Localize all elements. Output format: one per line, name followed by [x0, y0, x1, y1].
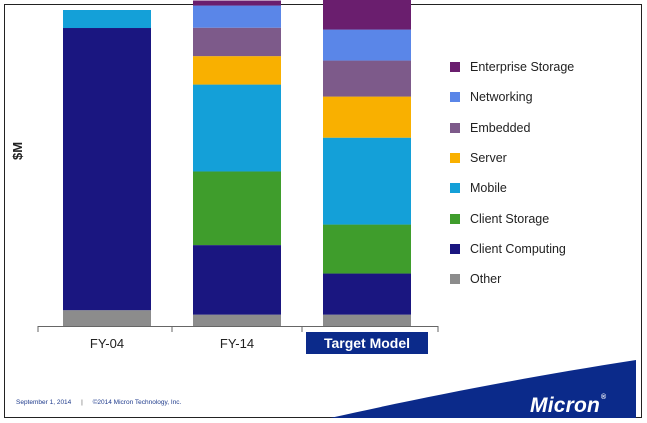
footer: September 1, 2014 | ©2014 Micron Technol… [16, 399, 181, 406]
legend-label: Embedded [470, 120, 531, 135]
x-tick-label: FY-04 [90, 336, 124, 351]
footer-copyright: ©2014 Micron Technology, Inc. [92, 399, 182, 406]
legend-swatch [450, 122, 460, 133]
bar-segment-other [323, 314, 411, 326]
legend-swatch [450, 62, 460, 73]
legend-label: Mobile [470, 181, 507, 196]
bar-segment-other [63, 310, 151, 326]
legend-item: Mobile [450, 173, 574, 203]
legend-item: Enterprise Storage [450, 52, 574, 82]
legend-label: Client Computing [470, 241, 566, 256]
micron-logo: Micron® [530, 394, 607, 417]
legend-label: Enterprise Storage [470, 60, 575, 75]
bar-segment-other [193, 314, 281, 326]
legend-label: Other [470, 272, 502, 287]
legend: Enterprise Storage Networking Embedded Serv… [450, 52, 574, 294]
legend-item: Server [450, 143, 574, 173]
legend-swatch [450, 92, 460, 103]
legend-swatch [450, 213, 460, 224]
bar-segment-server [193, 56, 281, 85]
bar-segment-client-computing [193, 245, 281, 315]
bar-segment-networking [193, 5, 281, 28]
legend-swatch [450, 274, 460, 285]
logo-text: Micron [530, 394, 601, 417]
bar-segment-client-computing [323, 273, 411, 315]
bar-segment-enterprise-storage [193, 0, 281, 6]
legend-item: Client Computing [450, 234, 574, 264]
legend-swatch [450, 183, 460, 194]
bar-segment-mobile [323, 137, 411, 225]
legend-item: Client Storage [450, 203, 574, 233]
bar-segment-client-storage [323, 224, 411, 274]
bar-segment-client-storage [193, 171, 281, 246]
legend-label: Server [470, 151, 507, 166]
legend-item: Embedded [450, 113, 574, 143]
footer-date: September 1, 2014 [16, 399, 72, 406]
bar-segment-networking [323, 29, 411, 61]
legend-label: Client Storage [470, 211, 550, 226]
bar-segment-mobile [63, 10, 151, 29]
footer-separator: | [81, 399, 83, 406]
bar-segment-embedded [193, 27, 281, 57]
bar-segment-server [323, 96, 411, 138]
x-tick-label: FY-14 [220, 336, 254, 351]
x-tick-label: Target Model [324, 335, 410, 351]
bar-segment-embedded [323, 60, 411, 97]
bar-segment-enterprise-storage [323, 0, 411, 30]
bar-segment-mobile [193, 84, 281, 172]
legend-label: Networking [470, 90, 533, 105]
legend-swatch [450, 243, 460, 254]
legend-item: Networking [450, 82, 574, 112]
legend-swatch [450, 153, 460, 164]
category-highlight-box [306, 332, 428, 354]
bar-segment-client-computing [63, 28, 151, 311]
legend-item: Other [450, 264, 574, 294]
